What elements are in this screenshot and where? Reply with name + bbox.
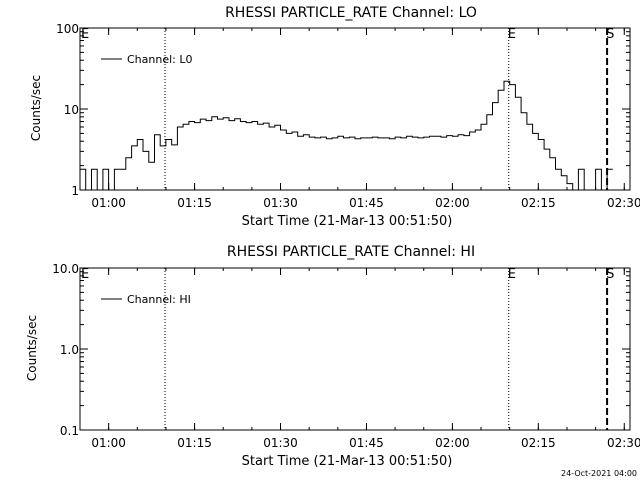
timestamp-stamp: 24-Oct-2021 04:00	[561, 469, 637, 478]
chart-panel-lo: RHESSI PARTICLE_RATE Channel: LO Counts/…	[29, 5, 640, 229]
x-tick-label: 01:00	[91, 436, 126, 450]
event-marker-label: E	[508, 267, 516, 282]
x-tick-label: 01:30	[263, 436, 298, 450]
y-tick-label: 1.0	[60, 343, 79, 357]
y-tick-label: 0.1	[60, 424, 79, 438]
x-tick-label: 02:00	[435, 436, 470, 450]
series-line	[80, 80, 613, 191]
legend-label: Channel: HI	[127, 293, 191, 306]
x-tick-label: 01:45	[349, 436, 384, 450]
y-tick-label: 10	[64, 103, 79, 117]
x-tick-label: 02:00	[435, 196, 470, 210]
x-axis-label: Start Time (21-Mar-13 00:51:50)	[242, 454, 453, 469]
x-tick-label: 01:30	[263, 196, 298, 210]
x-tick-label: 01:00	[91, 196, 126, 210]
event-marker-label: S	[606, 267, 614, 282]
legend-label: Channel: L0	[127, 53, 193, 66]
x-axis-label: Start Time (21-Mar-13 00:51:50)	[242, 214, 453, 229]
event-marker-label: E	[508, 27, 516, 42]
event-marker-label: S	[606, 27, 614, 42]
x-tick-label: 01:15	[177, 436, 212, 450]
y-tick-label: 100	[56, 22, 79, 36]
x-tick-label: 02:30	[607, 436, 640, 450]
chart-panel-hi: RHESSI PARTICLE_RATE Channel: HI Counts/…	[25, 244, 640, 469]
chart-title: RHESSI PARTICLE_RATE Channel: HI	[227, 244, 475, 260]
x-tick-label: 01:15	[177, 196, 212, 210]
event-marker-label: E	[81, 27, 89, 42]
event-marker-label: E	[81, 267, 89, 282]
chart-title: RHESSI PARTICLE_RATE Channel: LO	[225, 5, 477, 21]
y-axis-label: Counts/sec	[29, 75, 43, 141]
y-tick-label: 10.0	[52, 262, 79, 276]
x-tick-label: 02:30	[607, 196, 640, 210]
x-tick-label: 02:15	[521, 196, 556, 210]
y-tick-label: 1	[71, 184, 79, 198]
y-axis-label: Counts/sec	[25, 315, 39, 381]
x-tick-label: 02:15	[521, 436, 556, 450]
x-tick-label: 01:45	[349, 196, 384, 210]
